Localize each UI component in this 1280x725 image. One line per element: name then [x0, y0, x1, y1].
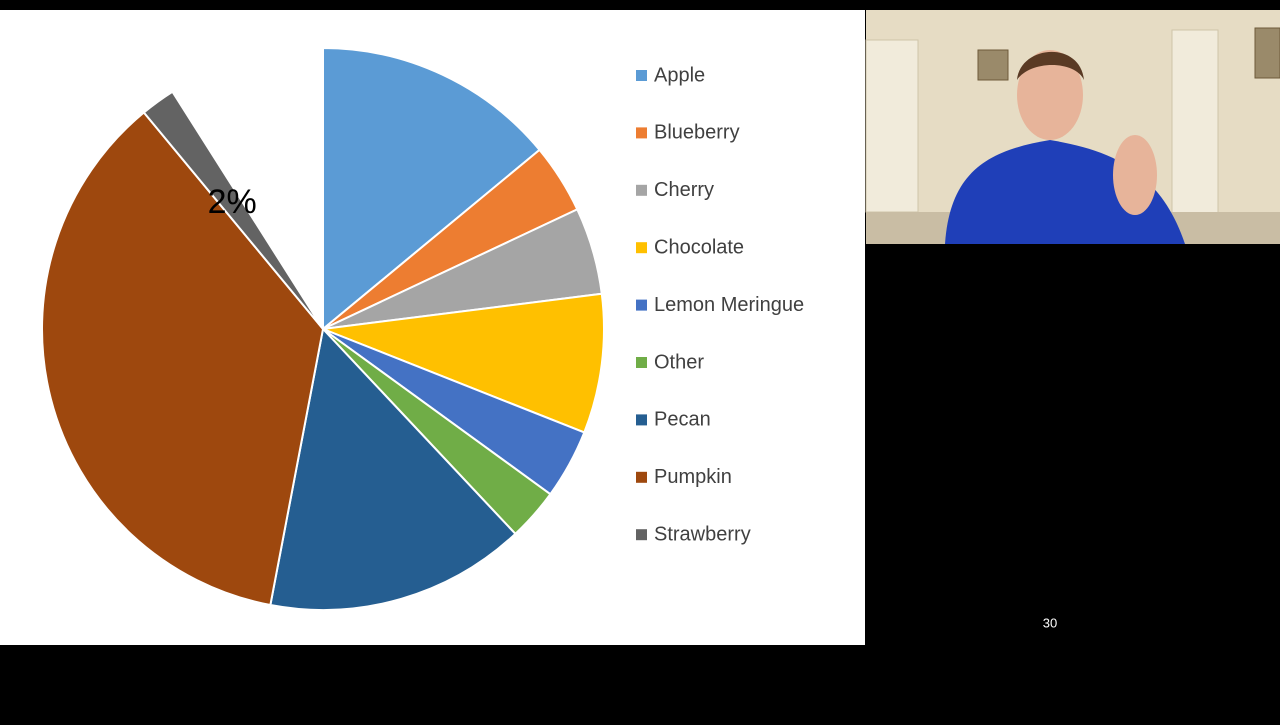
pie-slice — [322, 292, 605, 434]
legend-swatch — [636, 184, 647, 196]
pie-slice — [322, 46, 541, 332]
data-label: 2% — [208, 183, 257, 221]
pie-chart: 2% Apple Blueberry Cherry Chocolate Lemon Mer… — [41, 46, 804, 611]
legend-label: Strawberry — [654, 523, 751, 545]
legend-label: Lemon Meringue — [654, 294, 804, 316]
face — [1017, 50, 1083, 140]
legend-label: Chocolate — [654, 236, 744, 258]
picture-frame — [1254, 27, 1280, 79]
hair — [1017, 51, 1084, 80]
picture-frame — [977, 49, 1009, 81]
legend-label: Other — [654, 351, 704, 373]
legend-swatch — [636, 471, 647, 483]
page-number: 30 — [1043, 615, 1057, 630]
legend-label: Pumpkin — [654, 466, 732, 488]
door — [865, 39, 919, 213]
pie-slice — [269, 326, 517, 611]
legend-swatch — [636, 357, 647, 368]
legend-swatch — [636, 414, 647, 426]
legend-swatch — [636, 70, 647, 81]
legend-label: Apple — [654, 64, 705, 86]
legend-swatch — [636, 299, 647, 311]
legend-swatch — [636, 127, 647, 139]
legend-swatch — [636, 529, 647, 541]
door — [1171, 29, 1219, 231]
legend-swatch — [636, 242, 647, 254]
legend-label: Pecan — [654, 409, 711, 431]
webcam-video — [865, 10, 1280, 244]
pie-slice — [41, 111, 325, 607]
hand — [1113, 135, 1157, 215]
legend-label: Cherry — [654, 179, 714, 201]
legend-label: Blueberry — [654, 122, 740, 144]
pie-slice — [142, 90, 324, 330]
